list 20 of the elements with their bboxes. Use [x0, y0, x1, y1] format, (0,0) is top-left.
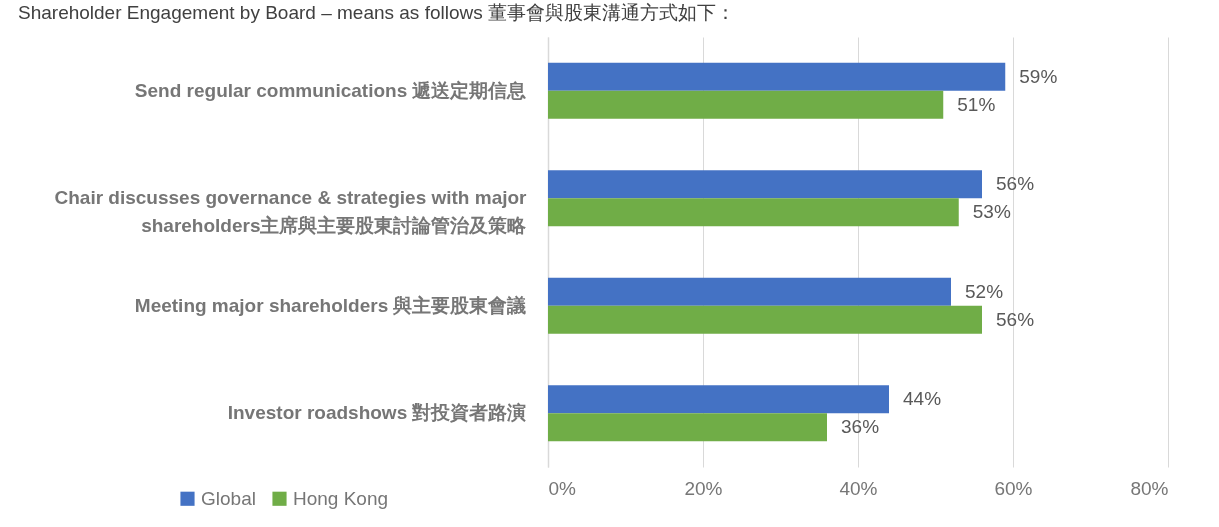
data-label: 36% [841, 416, 880, 438]
y-tick-label: Chair discusses governance & strategies with major shareholders主席與主要股東討論管治及策略 [54, 187, 528, 237]
data-label: 51% [957, 93, 996, 115]
data-label: 56% [996, 173, 1035, 195]
x-tick-label: 40% [839, 477, 878, 499]
data-label: 59% [1019, 65, 1058, 87]
text: Shareholder Engagement by Board – means as follows 董事會與股東溝通方式如下： [18, 2, 735, 23]
data-label: 56% [996, 308, 1035, 330]
data-label: 53% [972, 201, 1011, 223]
y-tick-label: Meeting major shareholders 與主要股東會議 [134, 294, 527, 316]
x-tick-label: 0% [548, 477, 577, 499]
data-label: 44% [903, 388, 942, 410]
legend-label: Global [201, 487, 256, 509]
x-tick-label: 80% [1130, 477, 1169, 499]
x-tick-label: 20% [684, 477, 723, 499]
y-tick-label: Send regular communications 遞送定期信息 [134, 79, 527, 101]
data-label: 52% [965, 280, 1004, 302]
y-tick-label: Investor roadshows 對投資者路演 [227, 402, 527, 424]
legend-label: Hong Kong [293, 487, 389, 509]
x-tick-label: 60% [994, 477, 1033, 499]
